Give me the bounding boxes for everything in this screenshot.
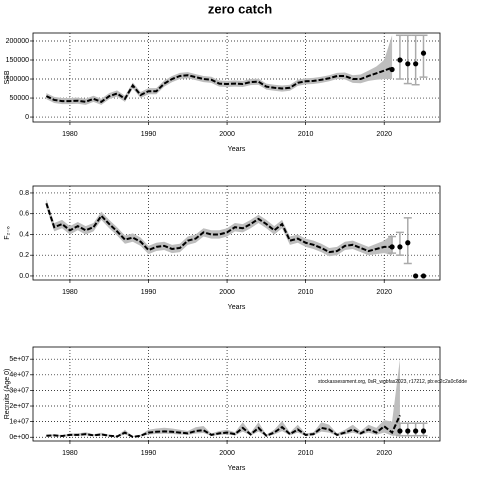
forecast-point [397,244,403,250]
x-tick-label: 2000 [219,131,235,138]
y-tick-label: 2e+07 [9,403,29,410]
estimate-line [45,203,393,254]
y-tick-label: 5e+07 [9,356,29,363]
forecast-point [405,428,411,434]
chart-title: zero catch [208,1,272,16]
forecast-point [413,428,419,434]
forecast-point [420,273,427,279]
estimate-line [46,414,401,438]
plot-frame [32,185,441,281]
x-tick-label: 2020 [376,450,392,457]
confidence-band [46,35,393,105]
forecast-point [405,61,411,67]
y-tick-label: 3e+07 [9,387,29,394]
y-tick-label: 0.6 [19,211,29,218]
estimate-line [45,66,393,103]
y-axis-label: SSB [4,70,11,84]
y-tick-label: 150000 [6,57,29,64]
x-tick-label: 1980 [62,450,78,457]
y-tick-label: 0.0 [19,273,29,280]
plot-frame [32,32,441,123]
annotation: stockassessment.org, 0sR_wgbfas2023, r17… [318,379,467,385]
y-tick-label: 0 [25,114,29,121]
y-axis-label: Recruits (Age 0) [4,369,11,420]
x-tick-label: 1980 [62,289,78,296]
x-tick-label: 2020 [376,131,392,138]
y-tick-label: 0.4 [19,231,29,238]
forecast-point [413,273,419,279]
forecast-point [405,240,411,246]
y-tick-label: 1e+07 [9,418,29,425]
confidence-band [46,199,393,257]
forecast-point [397,57,403,63]
y-tick-label: 200000 [6,38,29,45]
plot-frame [32,346,441,442]
y-tick-label: 50000 [10,95,30,102]
y-tick-label: 0.8 [19,190,29,197]
forecast-point [420,50,427,56]
forecast-point [413,61,419,67]
x-tick-label: 2000 [219,289,235,296]
y-tick-label: 100000 [6,76,29,83]
x-tick-label: 2010 [298,131,314,138]
forecast-point [389,66,395,73]
x-axis-label: Years [228,146,246,153]
x-tick-label: 2010 [298,450,314,457]
x-axis-label: Years [228,304,246,311]
x-tick-label: 2000 [219,450,235,457]
x-tick-label: 1990 [141,450,157,457]
x-tick-label: 2020 [376,289,392,296]
y-tick-label: 0e+00 [9,434,29,441]
x-tick-label: 1990 [141,289,157,296]
y-axis-label: F₂₋₆ [4,226,11,240]
forecast-point [389,244,395,250]
forecast-point [397,428,403,434]
forecast-point [420,428,427,434]
confidence-band [46,359,400,438]
x-tick-label: 2010 [298,289,314,296]
x-tick-label: 1990 [141,131,157,138]
x-axis-label: Years [228,465,246,472]
y-tick-label: 0.2 [19,252,29,259]
y-tick-label: 4e+07 [9,372,29,379]
x-tick-label: 1980 [62,131,78,138]
